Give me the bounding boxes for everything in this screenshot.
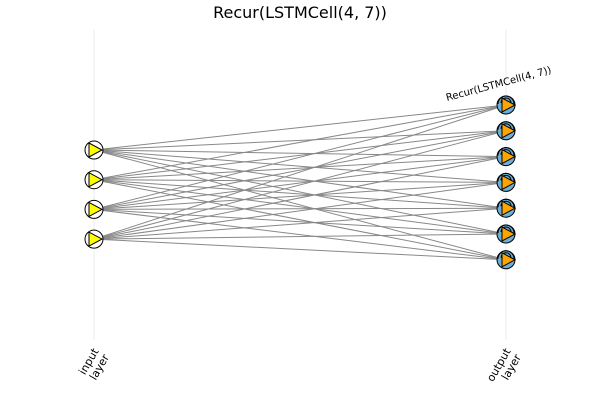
input-layer-nodes	[84, 140, 104, 249]
recurrent-loop-inner-icon	[500, 149, 512, 155]
output-layer-nodes	[496, 95, 517, 270]
play-triangle-icon	[501, 174, 517, 191]
play-triangle-icon	[88, 142, 104, 158]
input-node-2	[84, 170, 104, 190]
edge-input2-output5	[93, 179, 507, 209]
output-node-4	[496, 172, 517, 192]
play-triangle-icon	[88, 171, 104, 188]
edge-input3-output7	[93, 208, 507, 261]
edge-input4-output2	[93, 130, 507, 240]
edge-input3-output5	[93, 207, 507, 210]
recurrent-loop-outer-icon	[497, 250, 515, 259]
output-node-5	[496, 198, 517, 218]
output-node-6	[496, 224, 517, 244]
edge-input2-output1	[93, 104, 507, 181]
input-node-3	[84, 199, 104, 219]
recurrent-loop-inner-icon	[500, 252, 512, 258]
play-triangle-icon	[88, 201, 104, 218]
recurrent-loop-inner-icon	[500, 200, 512, 207]
input-node-1	[84, 140, 104, 160]
edge-input2-output2	[93, 130, 507, 181]
edge-input1-output5	[93, 149, 507, 209]
edge-input3-output2	[93, 130, 507, 210]
edge-input3-output6	[93, 208, 507, 235]
recurrent-loop-outer-icon	[497, 198, 515, 208]
edge-input1-output7	[93, 149, 507, 261]
edge-input4-output7	[93, 238, 507, 261]
edge-input1-output2	[93, 130, 507, 151]
play-triangle-icon	[501, 200, 517, 217]
recurrent-loop-outer-icon	[497, 224, 515, 234]
play-triangle-icon	[501, 251, 517, 268]
edge-input1-output3	[93, 149, 507, 158]
play-triangle-icon	[501, 148, 517, 165]
edge-input2-output4	[93, 179, 507, 183]
output-node-3	[496, 147, 517, 167]
play-triangle-icon	[501, 226, 517, 242]
edge-input1-output6	[93, 149, 507, 235]
recurrent-loop-inner-icon	[500, 226, 512, 233]
edge-input2-output3	[93, 156, 507, 181]
recurrent-loop-inner-icon	[500, 123, 512, 129]
recurrent-loop-outer-icon	[497, 95, 515, 105]
edge-input4-output3	[93, 156, 507, 240]
output-cell-label: Recur(LSTMCell(4, 7))	[445, 65, 553, 104]
edge-input4-output5	[93, 207, 507, 240]
edge-input3-output1	[93, 104, 507, 210]
output-layer-label: output layer	[484, 345, 524, 384]
connection-edges	[93, 104, 507, 261]
edge-input2-output7	[93, 179, 507, 261]
recurrent-loop-outer-icon	[497, 172, 515, 182]
diagram-title: Recur(LSTMCell(4, 7))	[213, 3, 387, 22]
output-node-1	[496, 95, 517, 115]
recurrent-loop-inner-icon	[500, 174, 512, 181]
edge-input4-output1	[93, 104, 507, 240]
edge-input2-output6	[93, 179, 507, 235]
edge-input3-output4	[93, 181, 507, 210]
play-triangle-icon	[501, 122, 517, 139]
play-triangle-icon	[501, 97, 517, 113]
recurrent-loop-outer-icon	[497, 147, 515, 156]
edge-input3-output3	[93, 156, 507, 210]
recurrent-loop-outer-icon	[497, 121, 515, 130]
input-node-4	[84, 229, 104, 249]
play-triangle-icon	[88, 231, 104, 247]
edge-input1-output1	[93, 104, 507, 151]
recurrent-loop-inner-icon	[500, 97, 512, 104]
output-node-7	[496, 250, 517, 270]
edge-input4-output4	[93, 181, 507, 240]
edge-input1-output4	[93, 149, 507, 183]
input-layer-label: input layer	[76, 345, 112, 382]
edge-input4-output6	[93, 233, 507, 240]
output-node-2	[496, 121, 517, 141]
